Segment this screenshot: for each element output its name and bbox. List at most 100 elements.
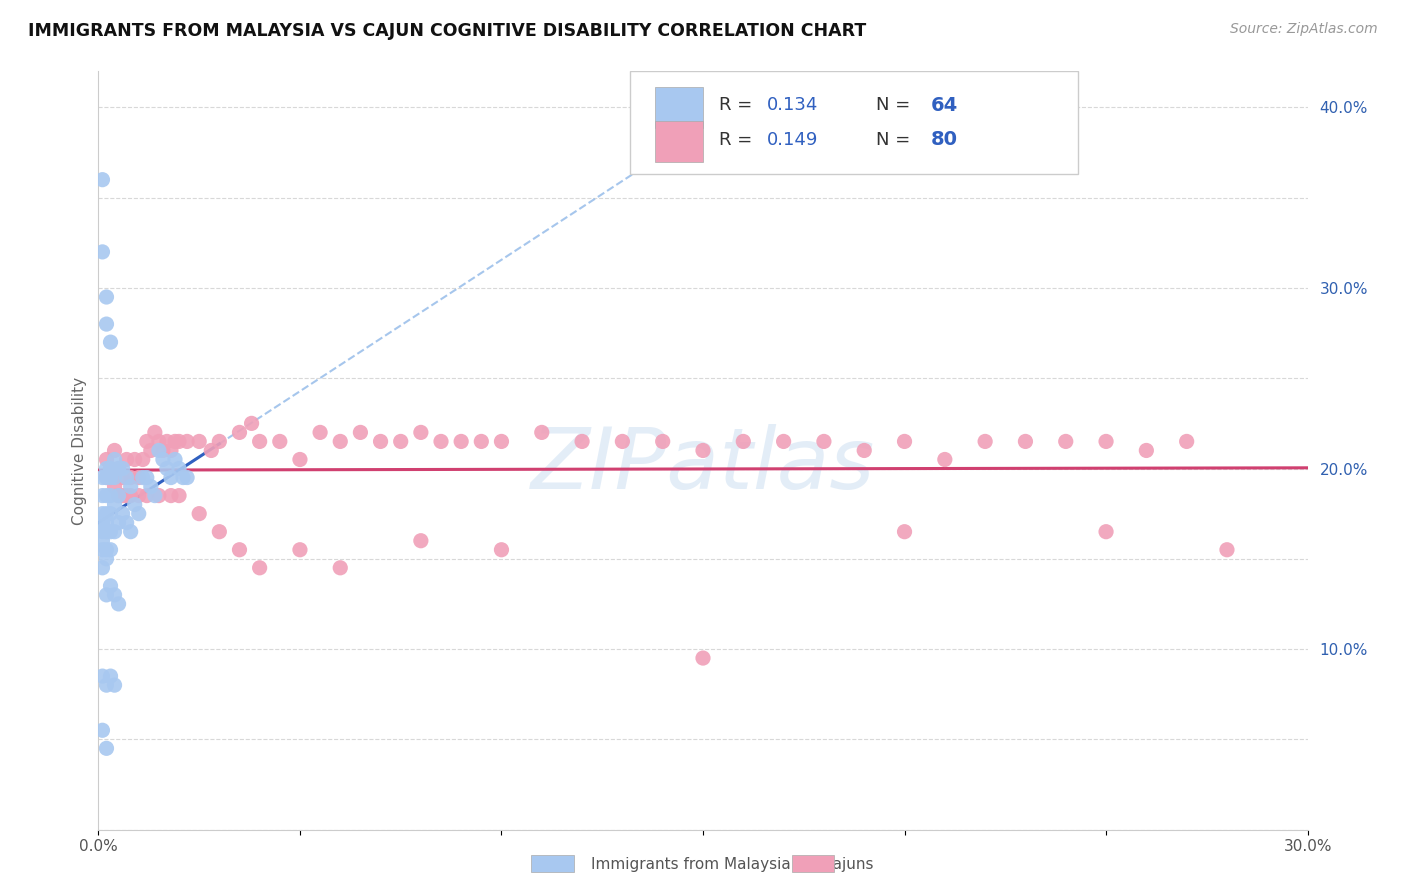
Point xyxy=(163,452,186,467)
Point xyxy=(135,470,157,484)
Point xyxy=(103,498,125,512)
Point xyxy=(128,507,150,521)
Point xyxy=(120,489,142,503)
Point xyxy=(370,434,392,449)
Point xyxy=(135,434,157,449)
Point xyxy=(96,741,118,756)
Point xyxy=(188,434,211,449)
Point xyxy=(103,470,125,484)
Y-axis label: Cognitive Disability: Cognitive Disability xyxy=(72,376,87,524)
Point xyxy=(249,434,271,449)
Point xyxy=(172,470,194,484)
Point xyxy=(409,425,432,440)
Point xyxy=(100,489,122,503)
Point xyxy=(96,489,118,503)
FancyBboxPatch shape xyxy=(630,71,1078,174)
Point xyxy=(152,452,174,467)
Point xyxy=(167,489,190,503)
Point xyxy=(103,452,125,467)
Point xyxy=(974,434,997,449)
Point xyxy=(128,470,150,484)
Point xyxy=(91,244,114,259)
Text: R =: R = xyxy=(718,130,758,149)
Point xyxy=(188,507,211,521)
Point xyxy=(100,335,122,350)
Point xyxy=(450,434,472,449)
Text: 80: 80 xyxy=(931,130,957,149)
Text: 64: 64 xyxy=(931,96,957,115)
Text: Cajuns: Cajuns xyxy=(823,857,875,872)
Point xyxy=(813,434,835,449)
Point xyxy=(91,542,114,557)
Point xyxy=(208,434,231,449)
Point xyxy=(200,443,222,458)
Point xyxy=(135,489,157,503)
Point xyxy=(91,516,114,530)
Point xyxy=(651,434,673,449)
Point xyxy=(389,434,412,449)
Point xyxy=(96,524,118,539)
Point xyxy=(893,434,915,449)
Point xyxy=(100,579,122,593)
Point xyxy=(530,425,553,440)
Point xyxy=(111,461,134,475)
Point xyxy=(96,551,118,566)
Point xyxy=(103,588,125,602)
Text: 0.149: 0.149 xyxy=(768,130,818,149)
Point xyxy=(409,533,432,548)
Point xyxy=(228,542,250,557)
Point xyxy=(772,434,794,449)
Point xyxy=(249,561,271,575)
Point xyxy=(1216,542,1239,557)
Point xyxy=(1014,434,1036,449)
Point xyxy=(139,479,162,493)
Point xyxy=(103,678,125,692)
Point xyxy=(329,561,352,575)
Point xyxy=(167,461,190,475)
Point xyxy=(111,470,134,484)
Text: Immigrants from Malaysia: Immigrants from Malaysia xyxy=(591,857,790,872)
Point xyxy=(692,651,714,665)
Point xyxy=(96,542,118,557)
Point xyxy=(100,542,122,557)
Point xyxy=(103,443,125,458)
Point xyxy=(96,678,118,692)
Point xyxy=(1135,443,1157,458)
Point xyxy=(96,452,118,467)
Point xyxy=(91,669,114,683)
Point xyxy=(91,507,114,521)
Point xyxy=(148,489,170,503)
Text: N =: N = xyxy=(876,130,915,149)
Point xyxy=(132,470,155,484)
Point xyxy=(470,434,492,449)
Point xyxy=(91,723,114,738)
Point xyxy=(329,434,352,449)
Point xyxy=(176,434,198,449)
Point xyxy=(156,461,179,475)
Point xyxy=(143,489,166,503)
Point xyxy=(115,452,138,467)
Point xyxy=(100,524,122,539)
Point xyxy=(692,443,714,458)
Point xyxy=(107,461,129,475)
Point xyxy=(288,542,311,557)
FancyBboxPatch shape xyxy=(655,120,703,162)
Point xyxy=(132,452,155,467)
Text: Source: ZipAtlas.com: Source: ZipAtlas.com xyxy=(1230,22,1378,37)
Point xyxy=(107,489,129,503)
Point xyxy=(103,524,125,539)
Point xyxy=(96,507,118,521)
Point xyxy=(1175,434,1198,449)
Point xyxy=(96,317,118,331)
Point xyxy=(120,479,142,493)
Point xyxy=(853,443,876,458)
Point xyxy=(91,524,114,539)
Point xyxy=(100,461,122,475)
Point xyxy=(163,434,186,449)
Point xyxy=(107,461,129,475)
Point xyxy=(91,489,114,503)
Point xyxy=(115,516,138,530)
Point xyxy=(571,434,593,449)
Point xyxy=(156,434,179,449)
Point xyxy=(96,290,118,304)
